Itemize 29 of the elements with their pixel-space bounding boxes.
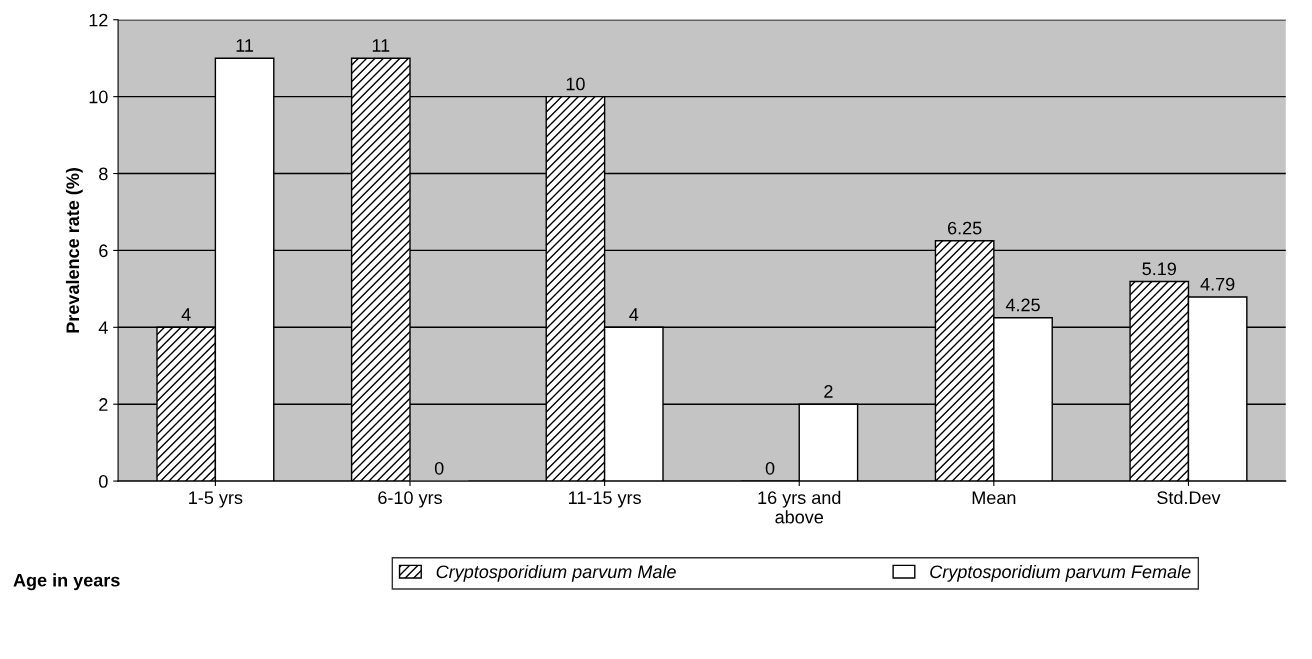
y-tick-label: 4: [98, 321, 108, 334]
y-tick-label: 8: [99, 167, 108, 181]
x-tick-label: 6-10 yrs: [378, 491, 442, 508]
data-label: 2: [824, 385, 833, 398]
legend-label: Cryptosporidium parvum Male: [436, 564, 676, 582]
data-label: 5.19: [1142, 262, 1176, 276]
x-tick-label: Mean: [972, 491, 1016, 505]
y-tick-label: 2: [99, 398, 108, 411]
data-label: 0: [765, 461, 775, 475]
x-tick-label: 11-15 yrs: [569, 491, 641, 508]
data-label: 11: [236, 39, 254, 52]
x-tick-label: 1-5 yrs: [189, 491, 243, 508]
data-label: 4: [629, 308, 639, 321]
x-tick-label: 16 yrs and above: [758, 490, 841, 524]
x-tick-label: Std.Dev: [1157, 490, 1221, 505]
data-label: 0: [434, 461, 444, 475]
y-tick-label: 0: [99, 475, 108, 488]
data-label: 4.25: [1005, 298, 1040, 312]
x-axis-title: Age in years: [13, 573, 120, 591]
data-label: 6.25: [948, 221, 982, 235]
y-axis-title: Prevalence rate (%): [65, 168, 83, 333]
legend-label: Cryptosporidium parvum Female: [930, 564, 1191, 582]
data-label: 10: [566, 77, 585, 91]
data-label: 11: [372, 39, 390, 52]
y-tick-label: 6: [99, 244, 108, 258]
y-tick-label: 10: [89, 90, 108, 104]
data-label: 4: [181, 308, 191, 321]
y-tick-label: 12: [89, 13, 108, 27]
data-label: 4.79: [1200, 277, 1235, 291]
